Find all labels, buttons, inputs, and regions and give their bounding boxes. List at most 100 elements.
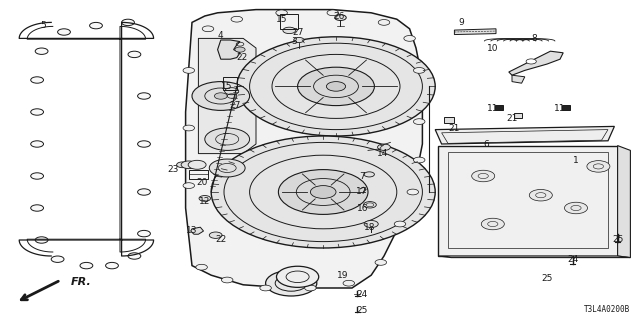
Polygon shape bbox=[438, 256, 630, 258]
Circle shape bbox=[294, 37, 304, 43]
Circle shape bbox=[225, 88, 239, 95]
Circle shape bbox=[122, 19, 134, 26]
Polygon shape bbox=[186, 10, 422, 288]
Circle shape bbox=[481, 218, 504, 230]
Circle shape bbox=[310, 186, 336, 198]
Text: 17: 17 bbox=[356, 188, 367, 196]
Polygon shape bbox=[618, 146, 630, 258]
Polygon shape bbox=[198, 38, 256, 154]
Circle shape bbox=[526, 59, 536, 64]
Circle shape bbox=[31, 141, 44, 147]
Circle shape bbox=[235, 47, 245, 52]
Text: 25: 25 bbox=[612, 236, 623, 244]
Text: 21: 21 bbox=[449, 124, 460, 132]
Polygon shape bbox=[218, 40, 240, 59]
Polygon shape bbox=[454, 29, 496, 35]
Text: 15: 15 bbox=[221, 82, 233, 91]
Circle shape bbox=[413, 157, 425, 163]
FancyBboxPatch shape bbox=[514, 113, 522, 118]
Circle shape bbox=[188, 160, 206, 169]
Text: 16: 16 bbox=[356, 204, 368, 212]
Circle shape bbox=[80, 262, 93, 269]
Circle shape bbox=[192, 82, 250, 110]
Circle shape bbox=[364, 172, 374, 177]
Circle shape bbox=[364, 202, 376, 208]
Text: 22: 22 bbox=[215, 236, 227, 244]
Text: 23: 23 bbox=[167, 165, 179, 174]
Circle shape bbox=[231, 16, 243, 22]
Text: 12: 12 bbox=[199, 197, 211, 206]
Circle shape bbox=[266, 270, 317, 296]
Circle shape bbox=[35, 48, 48, 54]
Circle shape bbox=[31, 109, 44, 115]
Circle shape bbox=[394, 221, 406, 227]
Text: 27: 27 bbox=[292, 28, 303, 36]
Text: T3L4A0200B: T3L4A0200B bbox=[584, 305, 630, 314]
Circle shape bbox=[214, 93, 227, 99]
Text: 3: 3 bbox=[292, 37, 297, 46]
Text: 1: 1 bbox=[573, 156, 579, 164]
Circle shape bbox=[587, 161, 610, 172]
Circle shape bbox=[260, 285, 271, 291]
Circle shape bbox=[128, 51, 141, 58]
Circle shape bbox=[209, 232, 222, 238]
Circle shape bbox=[276, 266, 319, 287]
FancyBboxPatch shape bbox=[495, 105, 503, 110]
Polygon shape bbox=[191, 227, 204, 234]
Text: 20: 20 bbox=[196, 178, 207, 187]
Circle shape bbox=[196, 264, 207, 270]
Text: 15: 15 bbox=[276, 15, 287, 24]
Circle shape bbox=[138, 189, 150, 195]
Circle shape bbox=[183, 68, 195, 73]
Circle shape bbox=[199, 196, 211, 201]
Text: 11: 11 bbox=[554, 104, 566, 113]
Text: 9: 9 bbox=[458, 18, 463, 27]
Text: 8: 8 bbox=[532, 34, 537, 43]
Circle shape bbox=[202, 26, 214, 32]
Circle shape bbox=[326, 82, 346, 91]
Text: 14: 14 bbox=[377, 149, 388, 158]
Text: 11: 11 bbox=[487, 104, 499, 113]
Text: 25: 25 bbox=[541, 274, 553, 283]
Circle shape bbox=[335, 15, 346, 20]
Circle shape bbox=[364, 220, 378, 228]
Circle shape bbox=[138, 230, 150, 237]
Circle shape bbox=[128, 253, 141, 259]
Circle shape bbox=[285, 280, 298, 286]
Circle shape bbox=[276, 10, 287, 16]
Circle shape bbox=[31, 77, 44, 83]
Text: 26: 26 bbox=[333, 12, 345, 20]
Circle shape bbox=[278, 170, 368, 214]
Circle shape bbox=[138, 141, 150, 147]
Polygon shape bbox=[435, 126, 614, 144]
Circle shape bbox=[58, 29, 70, 35]
Circle shape bbox=[138, 93, 150, 99]
Polygon shape bbox=[512, 75, 525, 83]
Text: 13: 13 bbox=[186, 226, 198, 235]
Circle shape bbox=[181, 161, 196, 169]
Circle shape bbox=[211, 136, 435, 248]
Circle shape bbox=[327, 10, 339, 16]
Circle shape bbox=[205, 128, 250, 150]
Text: 7: 7 bbox=[359, 172, 364, 180]
Circle shape bbox=[51, 256, 64, 262]
Circle shape bbox=[375, 260, 387, 265]
Circle shape bbox=[209, 159, 245, 177]
FancyBboxPatch shape bbox=[444, 117, 454, 123]
Circle shape bbox=[343, 280, 355, 286]
Circle shape bbox=[106, 262, 118, 269]
Circle shape bbox=[298, 67, 374, 106]
Circle shape bbox=[413, 119, 425, 124]
Circle shape bbox=[283, 27, 296, 34]
Text: 24: 24 bbox=[567, 255, 579, 264]
Text: 22: 22 bbox=[236, 53, 248, 62]
Text: 21: 21 bbox=[506, 114, 518, 123]
Text: FR.: FR. bbox=[70, 276, 91, 287]
Circle shape bbox=[529, 189, 552, 201]
Text: 18: 18 bbox=[364, 223, 376, 232]
Text: 25: 25 bbox=[356, 306, 367, 315]
Circle shape bbox=[564, 202, 588, 214]
Circle shape bbox=[407, 189, 419, 195]
Polygon shape bbox=[438, 146, 618, 256]
Circle shape bbox=[177, 162, 188, 168]
